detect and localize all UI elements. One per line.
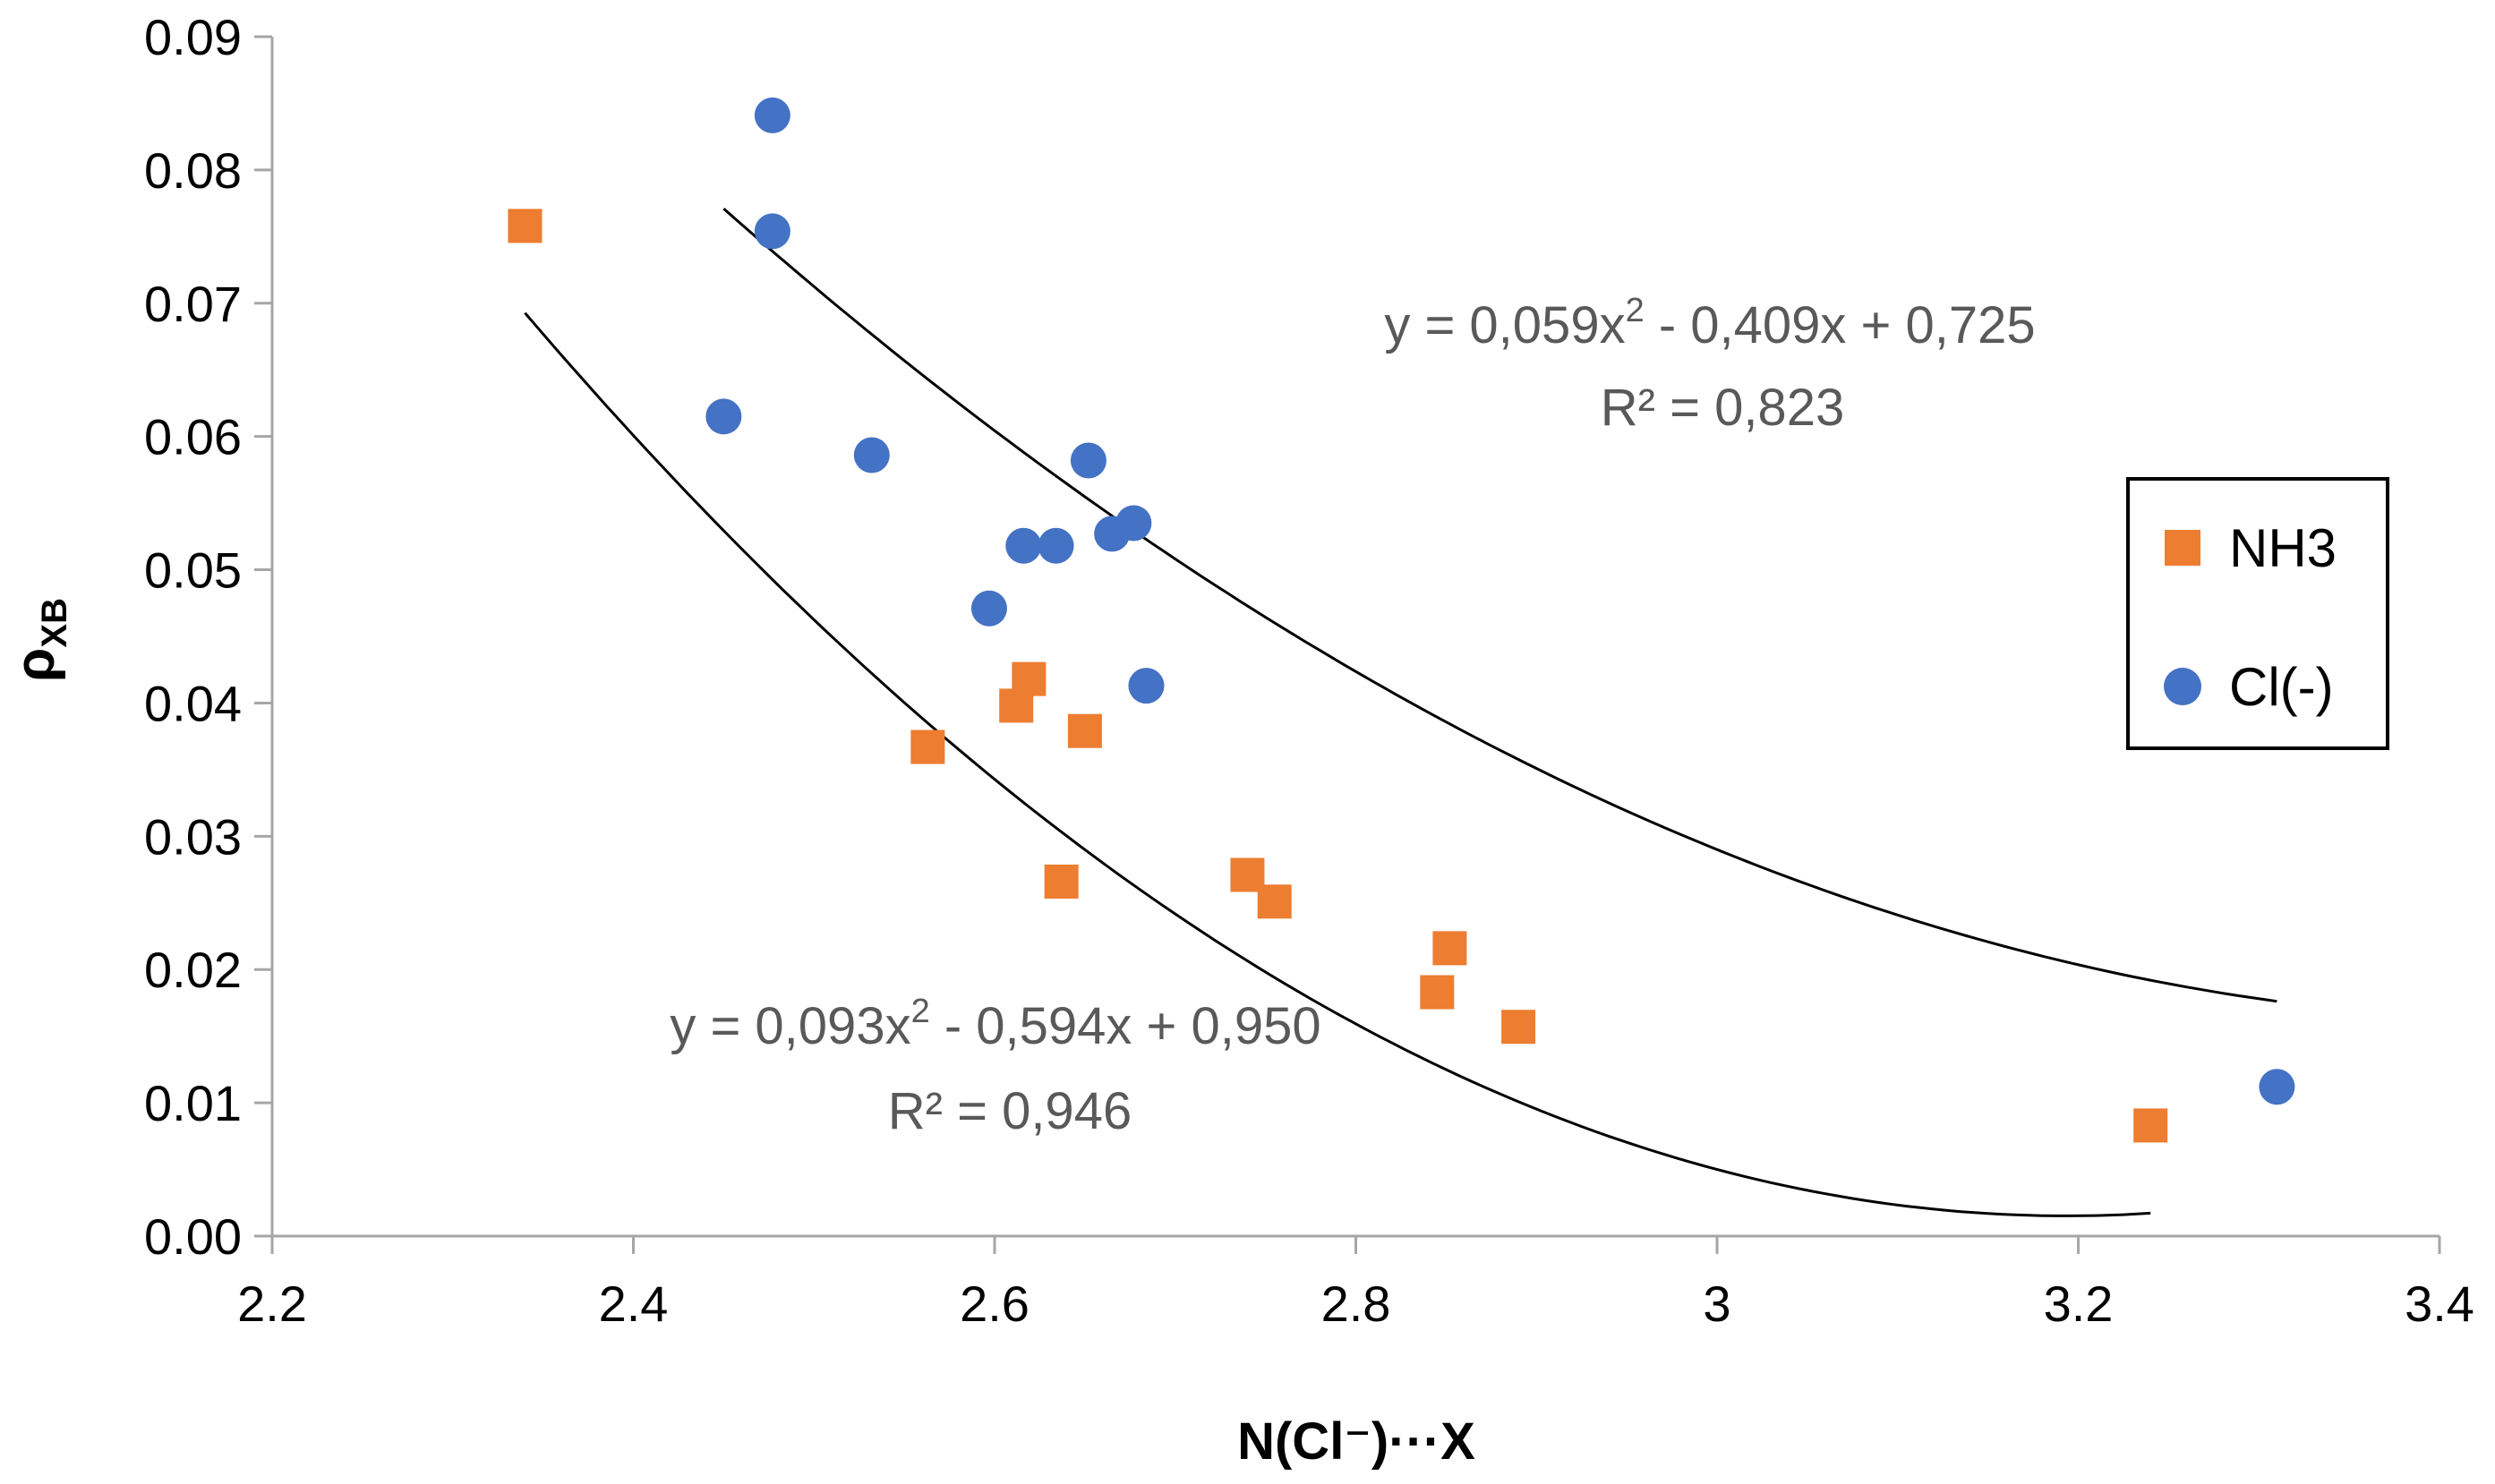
x-tick-label: 2.4 xyxy=(599,1275,669,1332)
point-cl xyxy=(754,97,790,133)
point-nh3 xyxy=(1501,1010,1536,1045)
legend: NH3 Cl(-) xyxy=(2126,477,2389,750)
point-nh3 xyxy=(910,729,945,764)
trendline-equation-nh3: y = 0,093x2 - 0,594x + 0,950 xyxy=(670,993,1320,1055)
point-nh3 xyxy=(1257,884,1292,919)
y-tick-label: 0.02 xyxy=(144,942,242,998)
y-tick-label: 0.06 xyxy=(144,409,242,465)
y-tick-label: 0.03 xyxy=(144,808,242,865)
point-cl xyxy=(1005,527,1042,564)
y-tick-label: 0.08 xyxy=(144,142,242,199)
point-cl xyxy=(970,590,1007,627)
equation-main: y = 0,093x xyxy=(670,997,910,1055)
points-group xyxy=(508,97,2295,1143)
trendline-equation-cl: y = 0,059x2 - 0,409x + 0,725 xyxy=(1384,292,2035,354)
x-tick-label: 2.2 xyxy=(237,1275,307,1332)
x-tick-label: 3.4 xyxy=(2405,1275,2474,1332)
point-nh3 xyxy=(2133,1108,2168,1143)
legend-box xyxy=(2126,477,2389,750)
equation-main: y = 0,059x xyxy=(1384,296,1625,354)
axes-group xyxy=(270,37,2439,1238)
trendline-r2-cl: R² = 0,823 xyxy=(1601,379,1844,437)
x-tick-label: 2.6 xyxy=(960,1275,1030,1332)
equation-exponent: 2 xyxy=(911,993,930,1030)
y-tick-label: 0.09 xyxy=(144,9,242,65)
legend-label-cl: Cl(-) xyxy=(2229,657,2334,717)
ticks-group: 0.00 0.01 0.02 0.03 0.04 0.05 0.06 0.07 0.08 0.09… xyxy=(144,9,2474,1332)
y-axis-title: ρXB xyxy=(4,598,74,682)
trendline-cl xyxy=(722,207,2277,1003)
y-tick-label: 0.04 xyxy=(144,675,242,731)
y-tick-label: 0.05 xyxy=(144,542,242,599)
point-nh3 xyxy=(1420,975,1455,1010)
point-cl xyxy=(1115,505,1152,542)
point-cl xyxy=(1038,527,1074,564)
y-tick-label: 0.00 xyxy=(144,1208,242,1265)
trendline-nh3 xyxy=(524,311,2151,1217)
trendline-r2-nh3: R² = 0,946 xyxy=(888,1082,1132,1140)
point-nh3 xyxy=(1432,931,1467,966)
point-nh3 xyxy=(1012,661,1047,696)
x-tick-label: 3 xyxy=(1703,1275,1730,1332)
point-nh3 xyxy=(1067,713,1102,748)
equation-exponent: 2 xyxy=(1626,292,1645,329)
legend-label-nh3: NH3 xyxy=(2229,518,2337,578)
point-nh3 xyxy=(1044,864,1079,899)
y-axis-title-subscript: XB xyxy=(35,598,74,648)
y-axis-title-main: ρ xyxy=(4,648,66,682)
legend-items: NH3 Cl(-) xyxy=(2164,518,2337,717)
legend-marker-cl xyxy=(2164,668,2201,705)
point-cl xyxy=(853,437,890,473)
x-tick-label: 3.2 xyxy=(2044,1275,2114,1332)
y-axis-title-text: ρXB xyxy=(4,598,74,682)
y-tick-label: 0.07 xyxy=(144,276,242,332)
point-cl xyxy=(705,398,742,435)
trendlines-group xyxy=(524,207,2277,1217)
point-cl xyxy=(2259,1069,2295,1105)
legend-marker-nh3 xyxy=(2165,530,2200,566)
equation-rest: - 0,594x + 0,950 xyxy=(930,997,1321,1055)
point-cl xyxy=(754,213,790,250)
equation-rest: - 0,409x + 0,725 xyxy=(1645,296,2036,354)
point-nh3 xyxy=(508,209,543,243)
x-tick-label: 2.8 xyxy=(1321,1275,1391,1332)
point-cl xyxy=(1070,442,1107,479)
y-tick-label: 0.01 xyxy=(144,1075,242,1131)
x-axis-title: N(Cl⁻)···X xyxy=(1237,1412,1475,1471)
point-cl xyxy=(1128,668,1165,704)
